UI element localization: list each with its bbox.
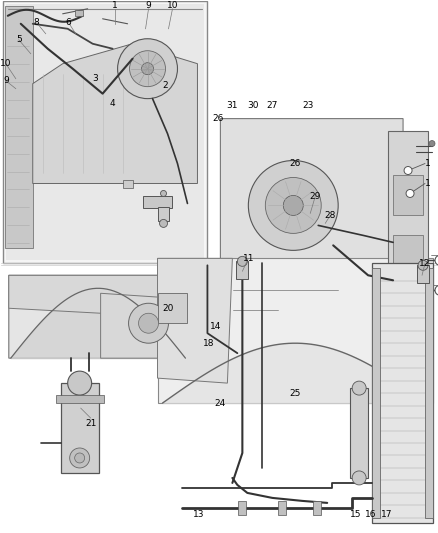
Circle shape <box>141 63 154 75</box>
Bar <box>393 175 423 215</box>
Text: 12: 12 <box>419 259 431 268</box>
Bar <box>417 265 429 284</box>
Bar <box>3 1 208 263</box>
Text: 29: 29 <box>310 192 321 201</box>
Text: 10: 10 <box>0 59 11 68</box>
Bar <box>393 236 423 276</box>
Bar <box>425 268 433 518</box>
Text: 6: 6 <box>66 18 71 27</box>
Circle shape <box>435 285 438 295</box>
Circle shape <box>248 160 338 251</box>
Text: 24: 24 <box>215 399 226 408</box>
Circle shape <box>70 448 90 468</box>
Text: 4: 4 <box>110 99 115 108</box>
Text: 9: 9 <box>146 1 152 10</box>
Bar <box>237 261 248 279</box>
Text: 2: 2 <box>162 81 168 90</box>
Text: 25: 25 <box>290 389 301 398</box>
Polygon shape <box>101 293 191 358</box>
Bar <box>6 4 205 260</box>
Polygon shape <box>33 44 198 183</box>
Text: 28: 28 <box>325 211 336 220</box>
Text: 1: 1 <box>112 1 117 10</box>
Text: 9: 9 <box>3 76 9 85</box>
Bar <box>123 181 133 189</box>
Circle shape <box>74 453 85 463</box>
Polygon shape <box>220 119 403 335</box>
Circle shape <box>406 189 414 197</box>
Circle shape <box>160 190 166 197</box>
Polygon shape <box>9 276 201 313</box>
Bar <box>350 388 368 478</box>
Circle shape <box>352 381 366 395</box>
Circle shape <box>404 166 412 174</box>
Text: 31: 31 <box>226 101 238 110</box>
Bar <box>372 268 380 518</box>
Circle shape <box>429 141 435 147</box>
Text: 16: 16 <box>365 511 377 519</box>
Circle shape <box>117 39 177 99</box>
Text: 21: 21 <box>85 418 96 427</box>
Bar <box>158 293 187 323</box>
Text: 8: 8 <box>34 18 39 27</box>
Circle shape <box>352 471 366 485</box>
Circle shape <box>130 51 166 87</box>
Bar <box>5 6 33 248</box>
Text: 20: 20 <box>163 304 174 313</box>
Text: 23: 23 <box>303 101 314 110</box>
Text: 17: 17 <box>381 511 393 519</box>
Circle shape <box>435 255 438 265</box>
Circle shape <box>159 220 167 228</box>
Circle shape <box>138 313 159 333</box>
Bar <box>56 395 104 403</box>
Circle shape <box>68 371 92 395</box>
Text: 13: 13 <box>193 511 204 519</box>
Text: 10: 10 <box>167 1 178 10</box>
Bar <box>278 501 286 515</box>
Text: 30: 30 <box>247 101 259 110</box>
Text: 26: 26 <box>213 114 224 123</box>
Circle shape <box>265 177 321 233</box>
Polygon shape <box>9 276 201 358</box>
Text: 14: 14 <box>210 322 221 330</box>
Polygon shape <box>158 259 433 403</box>
Text: 27: 27 <box>267 101 278 110</box>
Text: 18: 18 <box>203 338 214 348</box>
Bar <box>74 10 83 16</box>
Bar <box>372 263 433 523</box>
Circle shape <box>418 260 428 270</box>
Bar <box>388 131 428 290</box>
Text: 26: 26 <box>290 159 301 168</box>
Text: 3: 3 <box>93 74 99 83</box>
Text: 5: 5 <box>16 35 21 44</box>
Text: 1: 1 <box>425 179 431 188</box>
Bar <box>158 207 170 221</box>
Polygon shape <box>158 259 233 383</box>
Bar <box>61 383 99 473</box>
Bar <box>142 197 173 208</box>
Circle shape <box>129 303 169 343</box>
Text: 11: 11 <box>243 254 254 263</box>
Circle shape <box>237 256 247 266</box>
Bar <box>238 501 246 515</box>
Circle shape <box>283 196 303 215</box>
Bar <box>313 501 321 515</box>
Text: 15: 15 <box>350 511 362 519</box>
Text: 1: 1 <box>425 159 431 168</box>
